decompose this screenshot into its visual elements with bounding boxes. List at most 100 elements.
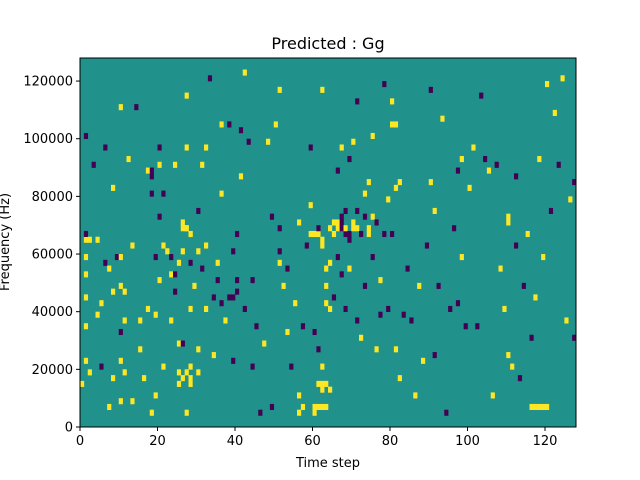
heatmap-cell: [180, 225, 185, 232]
heatmap-cell: [541, 403, 546, 411]
heatmap-cell: [324, 380, 329, 387]
heatmap-cell: [343, 230, 348, 238]
heatmap-cell: [145, 305, 151, 312]
heatmap-cell: [335, 219, 340, 226]
heatmap-cell: [324, 403, 329, 411]
heatmap-cell: [300, 323, 306, 330]
heatmap-cell: [219, 190, 224, 197]
x-tick-label: 20: [149, 434, 166, 449]
heatmap-cell: [502, 305, 507, 312]
heatmap-cell: [366, 179, 371, 186]
heatmap-cell: [87, 369, 92, 376]
heatmap-cell: [118, 328, 123, 336]
x-tick-label: 100: [455, 434, 480, 449]
heatmap-cell: [362, 190, 368, 197]
heatmap-cell: [235, 277, 240, 284]
heatmap-background: [80, 58, 576, 427]
heatmap-cell: [339, 225, 344, 232]
heatmap-cell: [324, 300, 329, 307]
heatmap-cell: [176, 340, 182, 347]
heatmap-cell: [362, 213, 368, 220]
heatmap-cell: [138, 317, 143, 324]
heatmap-cell: [490, 392, 495, 399]
heatmap-cell: [428, 86, 433, 93]
heatmap-cell: [83, 357, 89, 364]
heatmap-cell: [138, 346, 143, 353]
heatmap-cell: [339, 219, 344, 226]
heatmap-cell: [246, 138, 251, 145]
heatmap-cell: [339, 213, 344, 220]
heatmap-cell: [382, 230, 387, 238]
heatmap-cell: [328, 305, 333, 312]
heatmap-cell: [351, 219, 356, 226]
heatmap-cell: [331, 294, 337, 301]
heatmap-cell: [397, 375, 402, 382]
heatmap-cell: [382, 81, 387, 88]
heatmap-cell: [393, 184, 399, 191]
heatmap-cell: [347, 156, 352, 163]
heatmap-cell: [378, 311, 383, 318]
heatmap-cell: [122, 317, 127, 324]
heatmap-cell: [118, 398, 123, 405]
heatmap-cells: [80, 69, 577, 416]
heatmap-cell: [250, 363, 255, 370]
heatmap-cell: [142, 375, 147, 382]
heatmap-cell: [370, 213, 375, 220]
heatmap-cell: [149, 173, 154, 180]
y-axis: 0 20000 40000 60000 80000 100000 120000: [23, 75, 80, 436]
heatmap-cell: [339, 271, 344, 278]
chart-title: Predicted : Gg: [271, 34, 384, 53]
y-axis-label: Frequency (Hz): [0, 193, 13, 291]
heatmap-cell: [91, 161, 96, 168]
heatmap-cell: [80, 380, 85, 387]
heatmap-cell: [176, 369, 182, 376]
heatmap-cell: [304, 242, 309, 249]
heatmap-cell: [83, 323, 89, 330]
heatmap-cell: [145, 167, 151, 174]
heatmap-cell: [374, 346, 379, 353]
heatmap-cell: [339, 144, 344, 151]
heatmap-cell: [428, 179, 433, 186]
heatmap-cell: [169, 271, 174, 278]
heatmap-cell: [467, 184, 472, 191]
heatmap-cell: [149, 409, 154, 416]
heatmap-cell: [196, 346, 201, 353]
x-tick-label: 0: [76, 434, 84, 449]
heatmap-cell: [277, 259, 282, 266]
heatmap-cell: [393, 121, 399, 128]
heatmap-cell: [366, 225, 371, 232]
heatmap-cell: [510, 363, 515, 370]
heatmap-cell: [285, 265, 290, 272]
heatmap-cell: [312, 230, 317, 238]
heatmap-cell: [432, 352, 437, 359]
heatmap-cell: [494, 161, 499, 168]
heatmap-cell: [235, 288, 240, 295]
heatmap-cell: [231, 357, 236, 364]
heatmap-cell: [355, 225, 360, 232]
heatmap-cell: [436, 282, 441, 289]
heatmap-cell: [122, 369, 127, 376]
heatmap-cell: [157, 161, 162, 168]
heatmap-cell: [99, 300, 104, 307]
heatmap-cell: [204, 305, 209, 312]
heatmap-cell: [242, 69, 247, 76]
heatmap-cell: [556, 161, 561, 168]
heatmap-cell: [149, 167, 154, 174]
plot-frame: [79, 57, 577, 428]
heatmap-cell: [331, 219, 337, 226]
heatmap-cell: [529, 403, 534, 411]
heatmap-cell: [316, 403, 321, 411]
heatmap-cell: [421, 357, 426, 364]
heatmap-cell: [107, 403, 112, 411]
heatmap-cell: [83, 254, 89, 261]
heatmap-cell: [130, 242, 135, 249]
heatmap-cell: [351, 225, 356, 232]
heatmap-cell: [312, 409, 317, 416]
heatmap-cell: [324, 265, 329, 272]
heatmap-cell: [227, 121, 232, 128]
heatmap-cell: [188, 375, 193, 382]
heatmap-cell: [126, 156, 131, 163]
y-tick-label: 80000: [32, 190, 73, 205]
heatmap-cell: [196, 369, 201, 376]
heatmap-cell: [390, 230, 395, 238]
